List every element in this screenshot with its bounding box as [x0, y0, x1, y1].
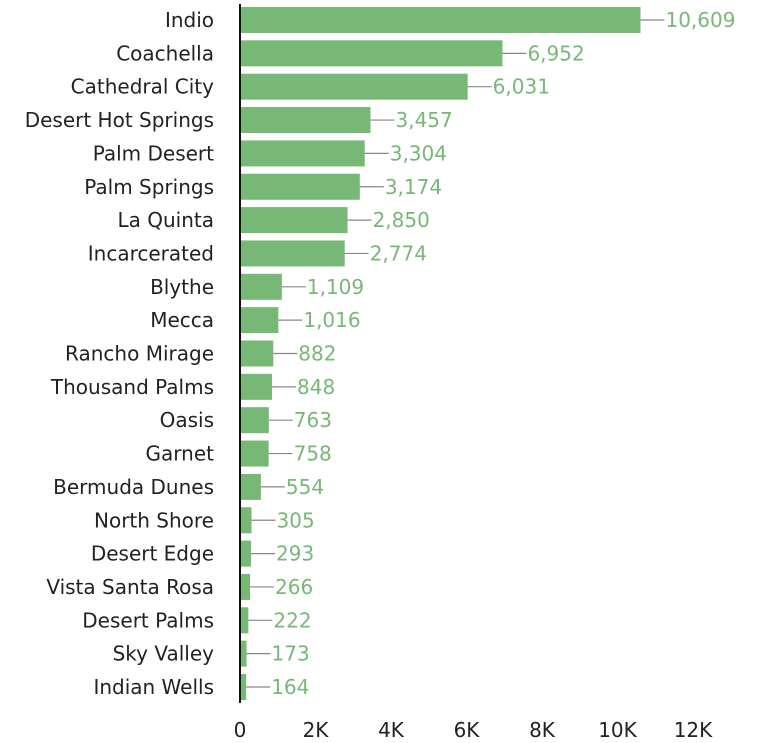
value-label: 1,016	[303, 308, 360, 332]
bar	[240, 607, 249, 634]
y-tick-label: Palm Desert	[93, 141, 214, 165]
y-tick-label: Oasis	[160, 408, 214, 432]
bar	[240, 540, 252, 567]
value-label: 1,109	[307, 275, 364, 299]
value-label: 3,174	[385, 175, 442, 199]
x-tick-label: 2K	[303, 718, 330, 742]
y-tick-label: Palm Springs	[84, 175, 214, 199]
value-label: 222	[273, 608, 311, 632]
value-label: 554	[286, 475, 324, 499]
value-label: 164	[271, 675, 309, 699]
bar	[240, 674, 247, 700]
bar	[240, 307, 279, 334]
value-label: 882	[298, 342, 336, 366]
bar	[240, 273, 282, 300]
x-tick-label: 12K	[674, 718, 713, 742]
bar	[240, 107, 371, 134]
y-tick-label: Incarcerated	[88, 241, 214, 265]
bar	[240, 240, 345, 267]
y-tick-label: North Shore	[94, 508, 214, 532]
bar	[240, 407, 269, 434]
value-label: 2,850	[373, 208, 430, 232]
value-label: 758	[294, 442, 332, 466]
bar	[240, 507, 252, 534]
value-label: 266	[275, 575, 313, 599]
y-tick-label: Mecca	[150, 308, 214, 332]
x-tick-label: 4K	[378, 718, 405, 742]
y-tick-label: Coachella	[116, 41, 214, 65]
value-label: 6,031	[493, 75, 550, 99]
y-tick-label: La Quinta	[117, 208, 214, 232]
value-label: 173	[272, 642, 310, 666]
x-tick-label: 10K	[598, 718, 637, 742]
value-label: 3,457	[396, 108, 453, 132]
value-label: 10,609	[665, 8, 735, 32]
bar	[240, 640, 247, 667]
y-tick-label: Blythe	[150, 275, 214, 299]
bar	[240, 440, 269, 467]
y-tick-label: Sky Valley	[113, 642, 215, 666]
y-tick-label: Rancho Mirage	[65, 342, 214, 366]
bar	[240, 73, 468, 100]
y-tick-label: Indio	[165, 8, 214, 32]
value-label: 848	[297, 375, 335, 399]
bar	[240, 7, 641, 33]
y-tick-label: Cathedral City	[71, 75, 214, 99]
bar	[240, 40, 503, 67]
bar	[240, 140, 365, 167]
value-label: 6,952	[527, 41, 584, 65]
bar	[240, 207, 348, 234]
y-tick-label: Desert Palms	[82, 608, 214, 632]
value-label: 2,774	[370, 241, 427, 265]
y-tick-label: Vista Santa Rosa	[46, 575, 214, 599]
y-tick-label: Desert Hot Springs	[25, 108, 214, 132]
bar	[240, 373, 273, 400]
y-tick-label: Indian Wells	[93, 675, 214, 699]
y-tick-label: Bermuda Dunes	[53, 475, 214, 499]
bar	[240, 340, 274, 367]
value-label: 3,304	[390, 141, 447, 165]
x-tick-label: 0	[234, 718, 247, 742]
x-tick-label: 6K	[454, 718, 481, 742]
bar	[240, 573, 251, 600]
y-tick-label: Thousand Palms	[50, 375, 214, 399]
y-tick-label: Desert Edge	[91, 542, 214, 566]
value-label: 293	[276, 542, 314, 566]
x-tick-label: 8K	[529, 718, 556, 742]
bar	[240, 173, 360, 200]
value-label: 763	[294, 408, 332, 432]
bar	[240, 473, 261, 500]
value-label: 305	[277, 508, 315, 532]
y-tick-label: Garnet	[146, 442, 215, 466]
